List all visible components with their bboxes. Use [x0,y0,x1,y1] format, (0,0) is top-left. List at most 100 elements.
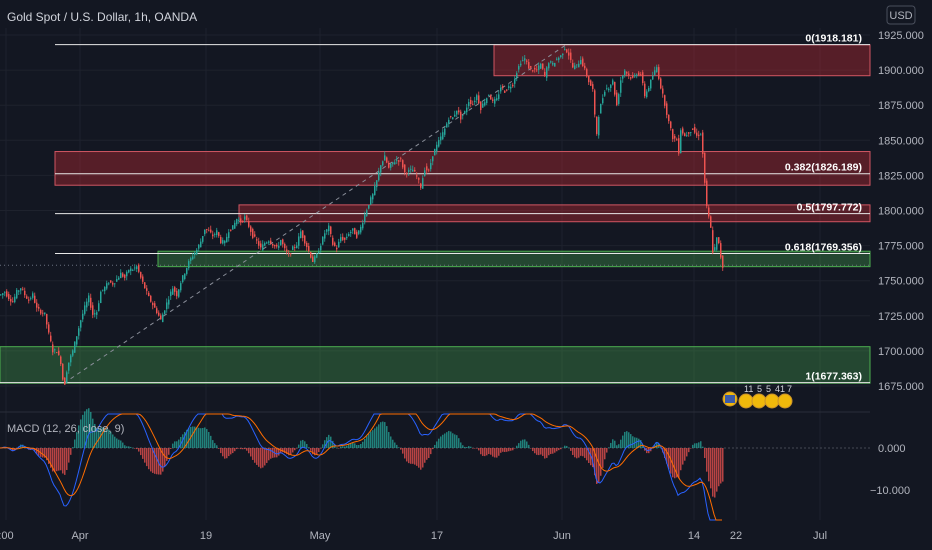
macd-histogram-bar [616,445,618,448]
candle [540,63,542,69]
macd-histogram-bar [62,448,64,474]
macd-histogram-bar [468,446,470,448]
macd-histogram-bar [64,448,66,475]
macd-histogram-bar [490,448,492,455]
macd-histogram-bar [678,448,680,479]
macd-histogram-bar [540,448,542,455]
candle [506,89,508,91]
candle [134,267,136,269]
candle [112,282,114,285]
macd-histogram-bar [348,444,350,448]
candle [518,66,520,70]
candle [448,119,450,124]
candle [386,157,388,163]
candle [672,129,674,140]
candle [188,261,190,269]
macd-histogram-bar [582,448,584,457]
macd-histogram-bar [240,448,242,450]
candle [246,215,248,221]
candle [40,309,42,314]
candle [458,110,460,113]
macd-histogram-bar [514,448,516,449]
candle [98,303,100,311]
candle [336,247,338,250]
macd-histogram-bar [712,448,714,497]
macd-histogram-bar [510,448,512,451]
currency-button[interactable]: USD [886,5,916,25]
candle [394,162,396,165]
candle [46,314,48,325]
macd-histogram-bar [204,427,206,448]
candle [702,132,704,155]
candle [470,100,472,105]
candle [298,236,300,246]
candle [344,237,346,240]
macd-histogram-bar [120,440,122,448]
macd-histogram-bar [378,424,380,448]
candle [226,236,228,243]
event-badge-1[interactable] [738,393,754,409]
macd-histogram-bar [122,442,124,448]
candle [406,173,408,175]
macd-histogram-bar [354,443,356,448]
chart-title[interactable]: Gold Spot / U.S. Dollar, 1h, OANDA [7,10,197,24]
fib-label: 0.618(1769.356) [785,242,862,254]
candle [16,289,18,299]
macd-histogram-bar [192,426,194,448]
macd-histogram-bar [288,448,290,456]
macd-histogram-bar [670,448,672,474]
candle [352,228,354,231]
macd-histogram-bar [172,443,174,448]
candle [510,86,512,89]
candle [558,57,560,60]
macd-histogram-bar [504,448,506,453]
macd-label[interactable]: MACD (12, 26, close, 9) [7,423,124,435]
macd-histogram-bar [352,442,354,448]
macd-histogram-bar [682,448,684,465]
macd-histogram-bar [338,448,340,449]
macd-histogram-bar [574,448,576,458]
event-badge-4[interactable] [777,393,793,409]
candle [474,100,476,103]
event-badge-3[interactable] [764,393,780,409]
event-count-3: 5 [766,384,771,394]
time-axis[interactable]: :00 Apr 19 May 17 Jun 14 22 Jul [0,530,827,542]
macd-histogram-bar [596,448,598,484]
macd-histogram-bar [216,445,218,448]
event-count-1: 11 [744,384,753,394]
macd-histogram-bar [450,431,452,448]
macd-histogram-bar [148,448,150,470]
event-badge-2[interactable] [751,393,767,409]
candle [362,222,364,229]
candle [720,243,722,258]
price-axis[interactable]: 1925.000 1900.000 1875.000 1850.000 1825.000… [878,30,924,393]
candle [388,162,390,168]
macd-histogram-bar [222,448,224,457]
macd-histogram-bar [178,439,180,448]
candle [342,236,344,240]
candle [96,312,98,315]
candle [680,130,682,154]
candle [338,241,340,248]
candle [138,264,140,272]
candle [268,241,270,243]
candle [4,292,6,294]
candle [528,62,530,69]
event-badges[interactable]: 11 5 5 41 7 [722,384,793,409]
candle [570,52,572,60]
macd-histogram-bar [264,448,266,466]
candle [332,237,334,245]
candle [450,116,452,117]
candle [610,85,612,88]
candle [284,243,286,249]
currency-label: USD [889,10,912,22]
candle [584,65,586,69]
macd-histogram-bar [556,448,558,452]
macd-histogram-bar [554,448,556,453]
candle [230,229,232,231]
candle [82,313,84,320]
macd-histogram-bar [84,411,86,448]
macd-histogram-bar [410,448,412,464]
y-tick-label: 1900.000 [878,65,924,77]
